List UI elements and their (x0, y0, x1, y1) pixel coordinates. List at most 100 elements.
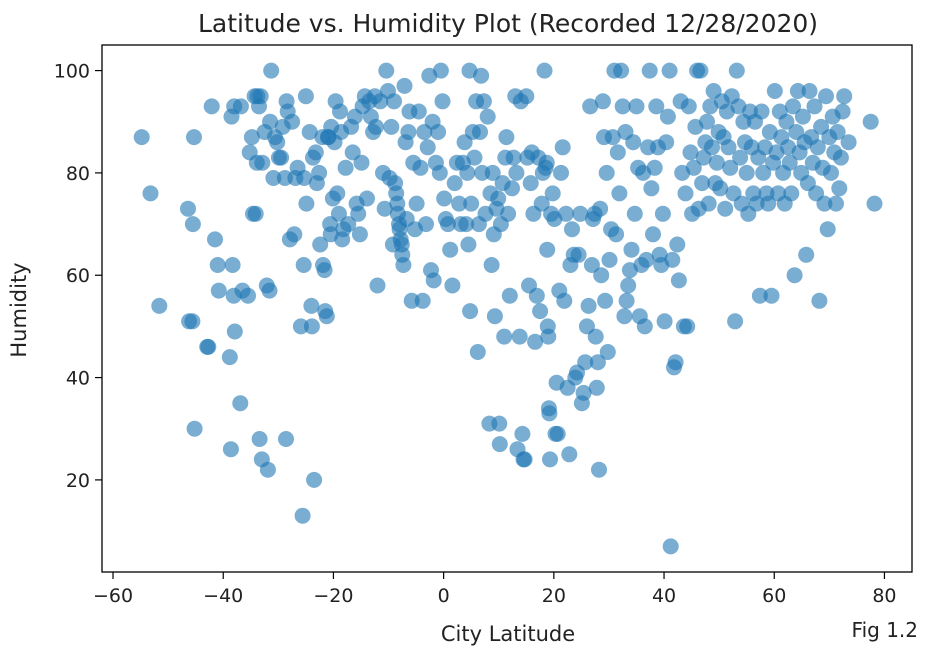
data-point (618, 292, 635, 309)
data-point (593, 267, 610, 284)
data-point (669, 236, 686, 253)
data-point (243, 129, 260, 146)
data-point (508, 164, 525, 181)
data-point (598, 164, 615, 181)
data-point (834, 103, 851, 120)
data-point (292, 318, 309, 335)
data-point (662, 538, 679, 555)
data-point (659, 108, 676, 125)
data-point (442, 241, 459, 258)
data-point (604, 129, 621, 146)
data-point (518, 88, 535, 105)
data-point (432, 62, 449, 79)
data-point (809, 139, 826, 156)
data-point (738, 164, 755, 181)
data-point (209, 257, 226, 273)
data-point (760, 195, 777, 212)
data-point (262, 113, 279, 130)
data-point (806, 98, 823, 115)
data-point (801, 83, 818, 99)
data-point (700, 195, 717, 212)
data-point (727, 313, 744, 330)
data-point (469, 344, 486, 360)
data-point (451, 195, 468, 212)
data-point (866, 195, 883, 212)
data-point (332, 103, 348, 120)
data-point (732, 149, 749, 166)
data-point (351, 226, 368, 243)
data-point (207, 231, 223, 248)
data-point (340, 216, 357, 233)
data-point (386, 93, 402, 110)
data-point (575, 384, 592, 401)
x-tick-label: 40 (652, 585, 676, 607)
data-point (528, 287, 545, 304)
data-point (794, 108, 811, 125)
data-point (692, 62, 709, 79)
data-point (133, 129, 150, 146)
x-axis-ticks: −60 −40 −20 0 20 40 60 80 (93, 572, 897, 607)
data-point (498, 129, 515, 146)
data-point (491, 415, 508, 432)
x-tick-label: 80 (872, 585, 896, 607)
data-point (626, 205, 643, 222)
data-point (473, 67, 490, 84)
data-point (862, 113, 879, 130)
data-point (434, 93, 451, 110)
x-tick-label: −40 (203, 585, 243, 607)
data-point (836, 88, 853, 105)
data-point (240, 287, 256, 304)
data-point (466, 149, 483, 166)
data-point (656, 313, 673, 330)
data-point (251, 431, 268, 447)
data-point (430, 124, 447, 140)
data-point (699, 113, 715, 130)
data-point (232, 395, 249, 412)
data-point (295, 257, 312, 273)
data-point (414, 292, 431, 309)
data-point (486, 308, 503, 325)
data-point (412, 159, 429, 176)
data-point (645, 226, 661, 243)
data-point (542, 451, 558, 468)
data-point (533, 195, 550, 212)
data-point (717, 200, 734, 217)
data-point (329, 185, 346, 202)
data-point (410, 103, 427, 120)
data-point (819, 221, 836, 238)
data-point (597, 292, 614, 309)
data-point (811, 292, 828, 309)
data-point (483, 257, 500, 273)
data-point (505, 149, 522, 166)
data-point (376, 200, 393, 217)
data-point (664, 251, 681, 268)
data-point (766, 83, 783, 99)
data-point (307, 144, 324, 161)
data-point (273, 149, 290, 166)
data-point (210, 282, 227, 299)
data-point (783, 185, 800, 202)
data-point (538, 154, 555, 171)
data-point (367, 118, 384, 135)
data-point (541, 405, 558, 422)
data-point (500, 205, 517, 222)
data-point (286, 226, 303, 243)
data-point (694, 175, 711, 192)
data-point (353, 154, 370, 171)
data-point (142, 185, 159, 202)
data-point (641, 62, 658, 79)
figure-caption: Fig 1.2 (852, 618, 918, 642)
data-point (472, 124, 488, 140)
data-point (395, 257, 412, 273)
data-point (599, 344, 616, 360)
data-point (269, 134, 286, 151)
data-point (462, 303, 479, 320)
data-point (284, 113, 301, 130)
data-point (558, 205, 574, 222)
data-point (789, 83, 806, 99)
data-point (658, 134, 675, 151)
data-point (614, 98, 631, 115)
data-point (224, 257, 241, 273)
data-point (613, 62, 630, 79)
data-point (186, 129, 202, 146)
